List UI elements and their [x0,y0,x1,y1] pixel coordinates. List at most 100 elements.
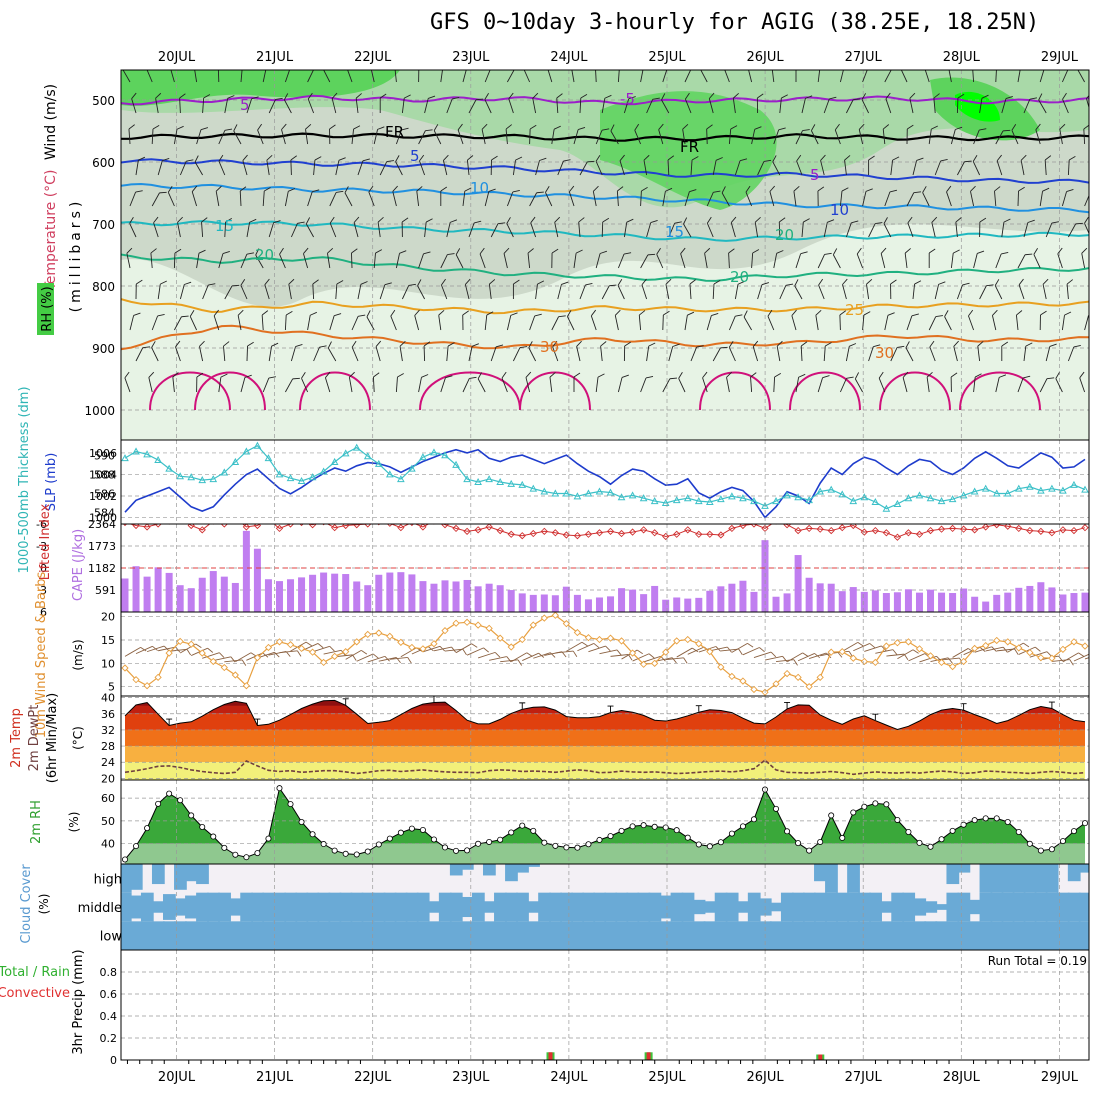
cape-bar [584,599,592,612]
cloud-cover-plot [121,864,1089,950]
wind-barb-10m [875,649,898,656]
cape-bar [827,583,835,612]
cloud-bar-middle [121,892,132,922]
wind-speed-marker [584,634,593,642]
cloud-bar-middle [803,892,816,922]
wind-barb [1067,155,1076,176]
temp-2m-plot [121,696,1089,780]
cloud-bar-low [780,921,794,950]
thickness-marker [739,494,747,502]
cloud-bar-low [703,921,717,950]
rh-marker [618,827,625,834]
thickness-marker [242,447,251,455]
wind-barb [616,186,624,207]
li-marker [529,529,537,538]
thickness-label: 1000-500mb Thickness (dm) [17,386,32,573]
wind-barb [239,186,247,207]
cloud-bar-low [593,921,607,950]
wind-barb [1079,371,1086,393]
rh-marker [287,801,294,808]
thickness-marker [419,453,427,461]
cape-bar [430,583,438,612]
wind-barb [601,217,610,238]
wind-barb [906,313,919,331]
wind-speed-marker [540,614,548,622]
temp-max-marker [430,696,437,702]
thickness-tick-590: 590 [94,449,115,462]
thickness-marker [970,487,979,495]
li-tick-3: 3 [40,584,47,597]
cloud-unit: (%) [37,894,51,915]
wind-barb [795,129,810,145]
wind-barb [462,187,472,207]
wind-barb [194,155,203,176]
thickness-marker [441,451,449,459]
cloud-bar-middle [725,892,739,922]
wind-barb-10m [191,647,214,656]
rh-marker [629,823,636,830]
cape-bar [452,581,460,612]
cloud-bar-low [163,921,176,950]
cape-bar [187,588,195,612]
wind-barb [416,186,423,207]
cloud-bar-low [383,921,397,950]
rh-marker [408,825,415,832]
wind-speed-marker [662,648,670,656]
wind-barb [395,127,409,145]
wind-barb [191,185,198,207]
wind-barb [732,93,739,114]
wind-barb [401,94,411,114]
wind-barb [440,253,455,269]
wind-speed-marker [551,612,559,619]
wind-barb [193,70,198,83]
thickness-marker [165,464,173,472]
wind-barb [928,125,938,145]
li-marker [353,524,361,529]
isotherm-35 [149,371,231,411]
contour-label-8: 20 [775,226,794,244]
wind-barb [196,249,206,269]
wind-barb [1001,95,1013,114]
wind-barb [153,216,159,238]
wind-barb [950,126,963,145]
wind-barb [579,282,593,300]
wind-speed-marker [430,640,438,648]
wind-barb [568,185,575,207]
wind-barb [878,371,886,393]
wind-speed-marker [1081,642,1089,650]
wind-barb [854,372,863,393]
wind-barb [601,94,612,114]
wind-barb [512,346,528,362]
wind-barb [912,280,922,300]
cape-bar [618,588,626,612]
cloud-bar-middle [703,901,717,913]
contour-label-11: 30 [875,344,894,362]
cloud-bar-high [460,864,474,870]
wind-barb [769,185,776,207]
wind-barb [684,92,692,114]
wind-barb [771,70,775,83]
cape-bar [783,593,791,612]
wind-barb [527,248,534,269]
wind-barb [268,342,279,362]
rh-marker [309,831,316,838]
wind-barb-10m [786,652,809,663]
wind-barb [556,93,563,114]
li-marker [168,524,170,525]
wind-speed-marker [827,648,835,656]
cloud-bar-low [571,921,585,950]
wind-barb [285,377,300,393]
wind-speed-marker [165,649,173,657]
wind-barb [327,341,337,362]
rh-marker [166,790,173,797]
thickness-marker [926,494,935,502]
wind-barb [662,310,670,331]
thickness-marker [937,497,946,505]
wind-barb [994,186,1001,207]
wind-barb [196,127,209,145]
rh-marker [397,829,404,836]
wind-barb [457,123,464,145]
wind-barb-10m [566,641,588,652]
cape-bar [441,580,449,612]
wind-barb-10m [720,648,743,655]
